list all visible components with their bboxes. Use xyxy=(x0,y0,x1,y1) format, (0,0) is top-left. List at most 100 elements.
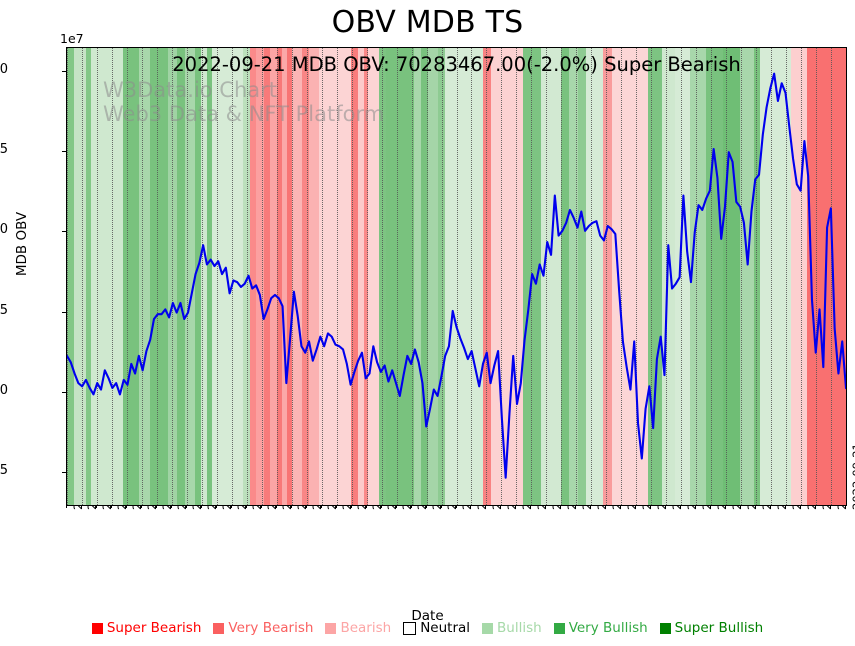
sentiment-band-very-bullish xyxy=(437,48,445,505)
y-tick-mark xyxy=(62,231,66,233)
x-tick-mark xyxy=(290,504,292,508)
legend-item[interactable]: Very Bearish xyxy=(213,620,313,636)
x-tick-mark xyxy=(425,504,427,508)
sentiment-band-very-bearish xyxy=(264,48,271,505)
x-tick-mark xyxy=(845,504,846,508)
legend-swatch-icon xyxy=(482,622,494,634)
sentiment-band-very-bearish xyxy=(302,48,310,505)
sentiment-band-bearish xyxy=(490,48,524,505)
sentiment-band-bullish xyxy=(200,48,208,505)
legend-item[interactable]: Super Bearish xyxy=(91,620,202,636)
legend-item[interactable]: Super Bullish xyxy=(659,620,764,636)
sentiment-band-very-bearish xyxy=(250,48,257,505)
x-tick-mark xyxy=(665,504,667,508)
legend-item[interactable]: Neutral xyxy=(403,620,470,636)
x-tick-mark xyxy=(395,504,397,508)
x-tick-mark xyxy=(170,504,172,508)
x-tick-mark xyxy=(815,504,817,508)
x-tick-mark xyxy=(515,504,517,508)
x-tick-mark xyxy=(635,504,637,508)
x-tick-mark xyxy=(650,504,652,508)
x-tick-mark xyxy=(110,504,112,508)
y-axis-exponent-label: 1e7 xyxy=(60,31,84,46)
legend-swatch-icon xyxy=(91,622,103,634)
x-tick-mark xyxy=(380,504,382,508)
x-tick-mark xyxy=(800,504,802,508)
sentiment-band-very-bearish xyxy=(276,48,282,505)
x-tick-mark xyxy=(560,504,562,508)
x-tick-mark xyxy=(785,504,787,508)
x-tick-mark xyxy=(140,504,142,508)
sentiment-band-bullish xyxy=(428,48,438,505)
x-tick-mark xyxy=(185,504,187,508)
legend-label: Very Bearish xyxy=(228,620,314,636)
sentiment-band-bullish xyxy=(690,48,706,505)
sentiment-band-bullish xyxy=(444,48,483,505)
sentiment-band-bearish xyxy=(292,48,303,505)
sentiment-band-very-bearish xyxy=(256,48,265,505)
x-tick-mark xyxy=(350,504,352,508)
y-tick-label: 7.5 xyxy=(0,302,8,318)
sentiment-band-very-bullish xyxy=(176,48,186,505)
x-tick-mark xyxy=(590,504,592,508)
plot-area: W3Data.io Chart Web3 Data & NFT Platform… xyxy=(66,47,847,506)
x-tick-mark xyxy=(710,504,712,508)
x-tick-mark xyxy=(365,504,367,508)
x-tick-mark xyxy=(680,504,682,508)
sentiment-band-very-bearish xyxy=(282,48,288,505)
legend-label: Super Bearish xyxy=(106,620,202,636)
legend-label: Neutral xyxy=(420,620,471,636)
y-tick-label: 8.5 xyxy=(0,142,8,158)
x-tick-mark xyxy=(620,504,622,508)
x-tick-mark xyxy=(605,504,607,508)
y-tick-label: 6.5 xyxy=(0,462,8,478)
x-tick-mark xyxy=(455,504,457,508)
legend-label: Bullish xyxy=(497,620,542,636)
sentiment-band-bullish xyxy=(413,48,421,505)
sentiment-band-very-bullish xyxy=(705,48,723,505)
x-tick-label: 2022-09-21 xyxy=(849,443,855,510)
y-tick-label: 7.0 xyxy=(0,382,8,398)
x-tick-mark xyxy=(440,504,442,508)
x-tick-mark xyxy=(770,504,772,508)
x-tick-mark xyxy=(410,504,412,508)
legend-item[interactable]: Very Bullish xyxy=(553,620,648,636)
x-tick-mark xyxy=(245,504,247,508)
legend-item[interactable]: Bearish xyxy=(325,620,391,636)
sentiment-band-very-bearish xyxy=(363,48,369,505)
sentiment-band-bearish xyxy=(357,48,364,505)
sentiment-band-very-bullish xyxy=(754,48,761,505)
legend-label: Very Bullish xyxy=(568,620,648,636)
sentiment-band-very-bearish xyxy=(602,48,613,505)
legend-label: Bearish xyxy=(340,620,392,636)
x-tick-mark xyxy=(740,504,742,508)
sentiment-band-very-bearish xyxy=(287,48,293,505)
x-tick-mark xyxy=(230,504,232,508)
sentiment-band-bullish xyxy=(91,48,124,505)
x-tick-mark xyxy=(500,504,502,508)
x-tick-mark xyxy=(485,504,487,508)
x-tick-mark xyxy=(755,504,757,508)
legend-item[interactable]: Bullish xyxy=(482,620,542,636)
y-tick-mark xyxy=(62,311,66,313)
sentiment-band-bearish xyxy=(318,48,351,505)
annotation-text: 2022-09-21 MDB OBV: 70283467.00(-2.0%) S… xyxy=(172,53,741,76)
x-tick-mark xyxy=(830,504,832,508)
gridline xyxy=(846,48,847,505)
sentiment-band-bullish xyxy=(243,48,251,505)
x-tick-mark xyxy=(125,504,127,508)
sentiment-band-bearish xyxy=(309,48,319,505)
x-tick-mark xyxy=(95,504,97,508)
sentiment-band-very-bullish xyxy=(86,48,92,505)
sentiment-band-very-bullish xyxy=(194,48,201,505)
sentiment-band-very-bullish xyxy=(420,48,429,505)
sentiment-band-very-bullish xyxy=(578,48,586,505)
y-tick-mark xyxy=(62,391,66,393)
sentiment-band-very-bullish xyxy=(150,48,169,505)
x-tick-mark xyxy=(725,504,727,508)
legend-label: Super Bullish xyxy=(674,620,764,636)
sentiment-band-very-bullish xyxy=(560,48,570,505)
legend-swatch-icon xyxy=(325,622,337,634)
sentiment-band-bullish xyxy=(569,48,579,505)
